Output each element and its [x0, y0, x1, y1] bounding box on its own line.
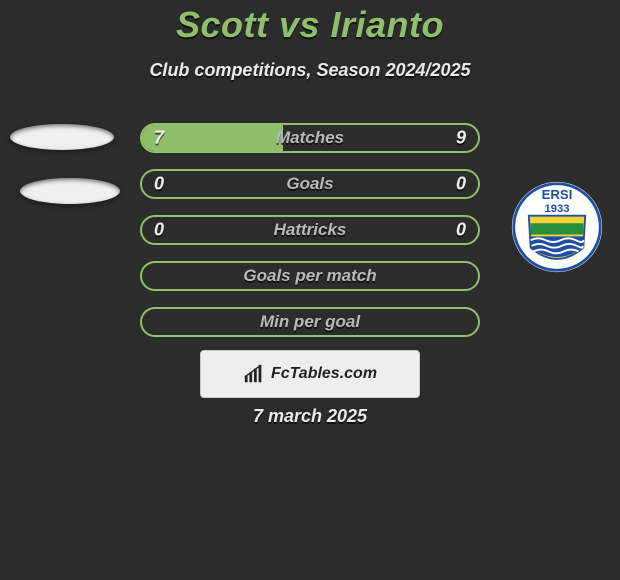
stat-left-value: 0	[154, 174, 164, 195]
left-rating-ellipse-1	[10, 124, 114, 150]
brand-card: FcTables.com	[200, 350, 420, 398]
stat-right-value: 0	[456, 174, 466, 195]
comparison-infographic: Scott vs Irianto Club competitions, Seas…	[0, 0, 620, 580]
page-title: Scott vs Irianto	[0, 4, 620, 46]
stat-left-value: 7	[154, 128, 164, 149]
match-date: 7 march 2025	[0, 406, 620, 427]
stat-row-matches: 7 Matches 9	[140, 123, 480, 153]
stat-row-hattricks: 0 Hattricks 0	[140, 215, 480, 245]
left-rating-ellipse-2	[20, 178, 120, 204]
stat-right-value: 0	[456, 220, 466, 241]
stat-label: Matches	[276, 128, 344, 148]
stat-row-goals-per-match: Goals per match	[140, 261, 480, 291]
stat-label: Hattricks	[274, 220, 347, 240]
badge-year: 1933	[544, 203, 569, 215]
stat-label: Min per goal	[260, 312, 360, 332]
stat-label: Goals per match	[243, 266, 376, 286]
brand-text: FcTables.com	[271, 365, 377, 383]
stat-label: Goals	[286, 174, 333, 194]
club-crest-icon: ERSI 1933	[510, 180, 604, 274]
right-club-badge: ERSI 1933	[510, 180, 604, 274]
stat-row-goals: 0 Goals 0	[140, 169, 480, 199]
badge-label-top: ERSI	[542, 187, 573, 202]
page-subtitle: Club competitions, Season 2024/2025	[0, 60, 620, 81]
bar-chart-icon	[243, 363, 265, 385]
stat-row-min-per-goal: Min per goal	[140, 307, 480, 337]
stat-right-value: 9	[456, 128, 466, 149]
stat-left-value: 0	[154, 220, 164, 241]
